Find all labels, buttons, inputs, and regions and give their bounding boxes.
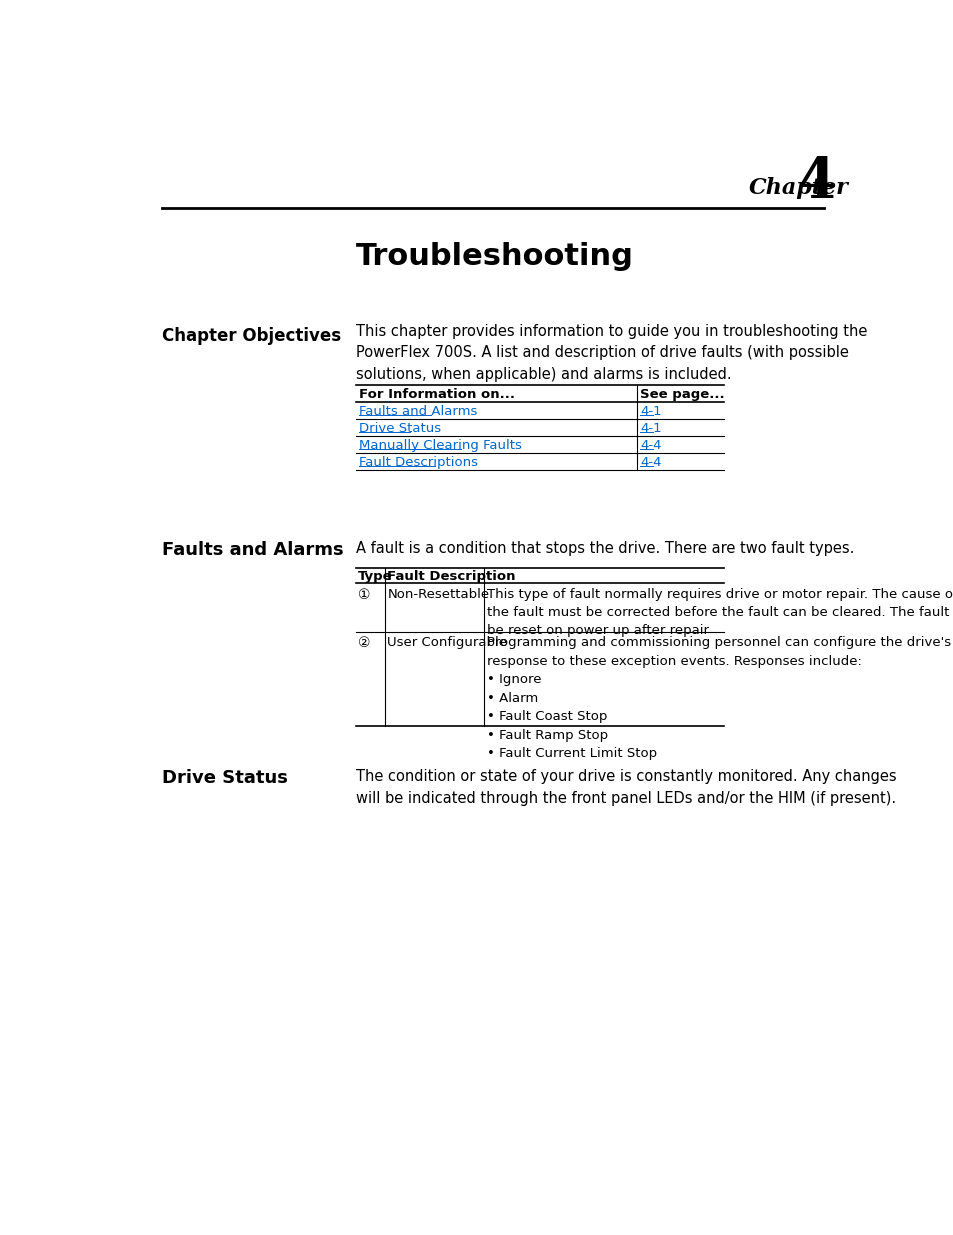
Text: 4: 4 [797, 156, 835, 210]
Text: The condition or state of your drive is constantly monitored. Any changes
will b: The condition or state of your drive is … [355, 769, 895, 806]
Text: Manually Clearing Faults: Manually Clearing Faults [358, 440, 521, 452]
Text: 4-4: 4-4 [639, 456, 660, 469]
Text: 4-1: 4-1 [639, 405, 661, 419]
Text: Chapter Objectives: Chapter Objectives [162, 327, 340, 345]
Text: Fault Descriptions: Fault Descriptions [358, 456, 477, 469]
Text: ②: ② [357, 636, 370, 651]
Text: This chapter provides information to guide you in troubleshooting the
PowerFlex : This chapter provides information to gui… [355, 324, 866, 382]
Text: Drive Status: Drive Status [162, 769, 288, 787]
Text: Chapter: Chapter [748, 178, 847, 199]
Text: 4-1: 4-1 [639, 422, 661, 435]
Text: Programming and commissioning personnel can configure the drive's
response to th: Programming and commissioning personnel … [486, 636, 950, 761]
Text: ①: ① [357, 588, 370, 601]
Text: Faults and Alarms: Faults and Alarms [162, 541, 343, 559]
Text: Non-Resettable: Non-Resettable [387, 588, 489, 601]
Text: Troubleshooting: Troubleshooting [355, 242, 633, 270]
Text: This type of fault normally requires drive or motor repair. The cause of
the fau: This type of fault normally requires dri… [486, 588, 953, 637]
Text: See page...: See page... [639, 389, 724, 401]
Text: 4-4: 4-4 [639, 440, 660, 452]
Text: Drive Status: Drive Status [358, 422, 440, 435]
Text: Faults and Alarms: Faults and Alarms [358, 405, 476, 419]
Text: Type: Type [357, 571, 393, 583]
Text: Fault Description: Fault Description [387, 571, 516, 583]
Text: For Information on...: For Information on... [358, 389, 515, 401]
Text: A fault is a condition that stops the drive. There are two fault types.: A fault is a condition that stops the dr… [355, 541, 853, 556]
Text: User Configurable: User Configurable [387, 636, 507, 650]
